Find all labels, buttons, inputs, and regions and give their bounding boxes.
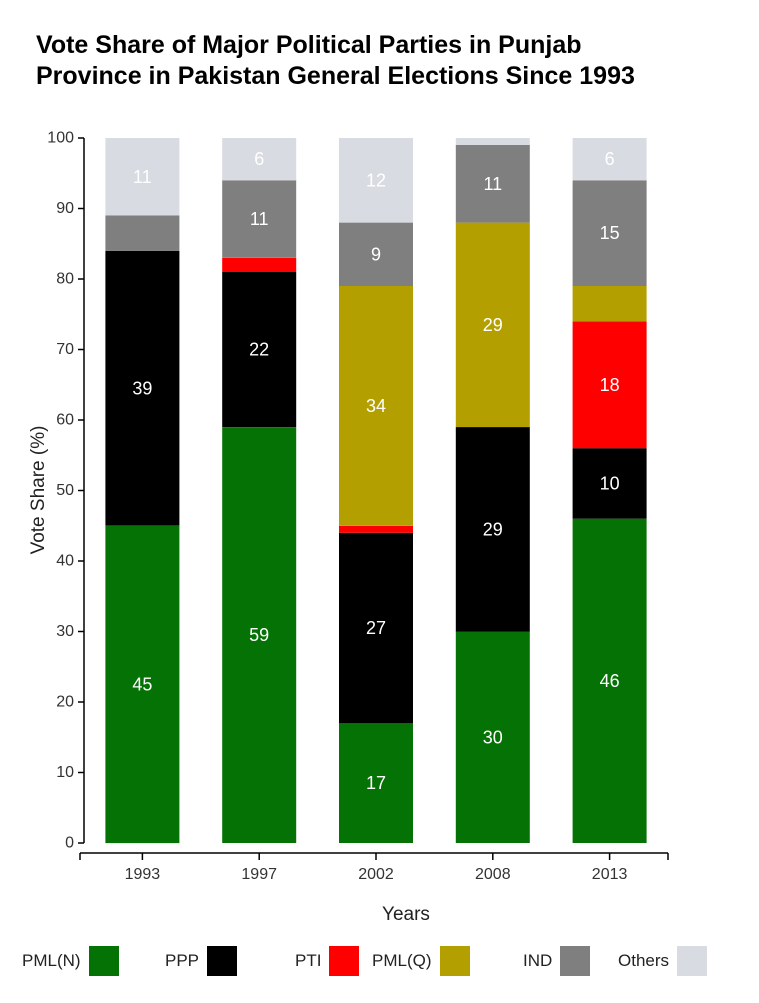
legend: PML(N) PPP PTI PML(Q) IND Others [0,946,759,986]
bar-segment-2013-ppp [572,448,647,519]
bar-segment-2013-pmln [572,518,647,843]
legend-item-others: Others [618,946,708,976]
bar-data-label: 12 [366,170,386,190]
bar-data-label: 29 [483,315,503,335]
y-tick-label: 80 [56,271,74,288]
bar-segment-1997-ppp [222,271,297,427]
y-tick-label: 0 [65,835,74,852]
bar-labels-group: 45 39 11 59 22 11 6 17 27 34 9 12 30 29 29 11 46 10 18 15 6 [132,149,619,793]
legend-item-pmln: PML(N) [22,946,119,976]
legend-label: PML(N) [22,951,81,970]
bar-data-label: 6 [254,149,264,169]
legend-item-ppp: PPP [165,946,238,976]
bar-segment-2008-others [455,138,530,145]
bar-segment-2013-others [572,138,647,181]
legend-item-pti: PTI [295,946,360,976]
bar-data-label: 11 [133,167,152,187]
x-tick-label: 1997 [241,866,277,883]
y-tick-label: 20 [56,694,74,711]
bar-segment-1993-pmln [105,525,180,844]
bar-segment-2008-pmlq [455,222,530,427]
bar-segment-2008-ind [455,145,530,223]
bar-segment-2008-pmln [455,631,530,843]
bar-data-label: 15 [600,223,620,243]
legend-label: IND [523,951,553,970]
chart-title-line-1: Vote Share of Major Political Parties in… [36,31,582,59]
bar-data-label: 29 [483,519,503,539]
legend-swatch [677,946,708,976]
bar-segment-1997-pmln [222,427,297,843]
bar-data-label: 11 [250,209,269,229]
bar-segment-1993-ppp [105,250,180,526]
bar-segment-2013-pmlq [572,286,647,322]
bar-data-label: 11 [483,174,502,194]
legend-item-ind: IND [523,946,591,976]
bar-segment-2013-pti [572,321,647,449]
bar-segment-1997-others [222,138,297,181]
bar-segment-1997-pti [222,257,297,272]
bar-data-label: 9 [371,244,381,264]
bar-data-label: 39 [132,378,152,398]
bar-segment-2013-ind [572,180,647,286]
chart-title: Vote Share of Major Political Parties in… [36,30,751,92]
bar-segment-1993-others [105,138,180,216]
axes-group: 0 10 20 30 40 50 60 70 80 90 100 1993 1997 2002 2008 20… [28,130,669,925]
bar-data-label: 6 [605,149,615,169]
legend-item-pmlq: PML(Q) [372,946,470,976]
y-tick-label: 100 [47,130,74,147]
legend-label: PPP [165,951,200,970]
x-axis-title: Years [382,904,430,925]
legend-label: PML(Q) [372,951,432,970]
legend-swatch [329,946,360,976]
legend-swatch [207,946,238,976]
bar-data-label: 18 [600,375,620,395]
bar-segment-1993-ind [105,215,180,251]
bar-segment-1997-ind [222,180,297,258]
bar-data-label: 30 [483,727,503,747]
bar-data-label: 59 [249,625,269,645]
bar-segment-2002-ppp [339,532,413,724]
legend-label: PTI [295,951,322,970]
bar-segment-2002-pti [339,525,413,533]
bar-data-label: 27 [366,618,386,638]
bar-segment-2002-pmlq [339,286,413,526]
x-tick-label: 2013 [592,866,628,883]
bar-data-label: 45 [132,674,152,694]
y-tick-label: 50 [56,482,74,499]
y-tick-label: 10 [56,764,74,781]
y-tick-label: 70 [56,341,74,358]
legend-swatch [560,946,591,976]
x-tick-label: 2002 [358,866,394,883]
y-tick-label: 90 [56,200,74,217]
stacked-bar-chart: 453911592211617273491230292911461018156 … [28,130,669,925]
legend-swatch [88,946,119,976]
chart-title-line-2: Province in Pakistan General Elections S… [36,62,635,90]
y-axis-title: Vote Share (%) [28,426,49,555]
bar-data-label: 17 [366,773,386,793]
y-tick-label: 30 [56,623,74,640]
bar-data-label: 22 [249,340,269,360]
y-tick-label: 40 [56,553,74,570]
bar-segment-2008-ppp [455,427,530,632]
x-tick-label: 1993 [125,866,161,883]
y-tick-label: 60 [56,412,74,429]
bar-segment-2002-ind [339,222,413,286]
bar-data-label: 10 [600,474,620,494]
x-tick-label: 2008 [475,866,511,883]
bar-data-label: 46 [600,671,620,691]
bar-segment-2002-others [339,138,413,223]
bar-segment-2002-pmln [339,723,413,843]
legend-label: Others [618,951,670,970]
bar-data-label: 34 [366,396,386,416]
legend-swatch [439,946,470,976]
bars-group [105,138,647,844]
